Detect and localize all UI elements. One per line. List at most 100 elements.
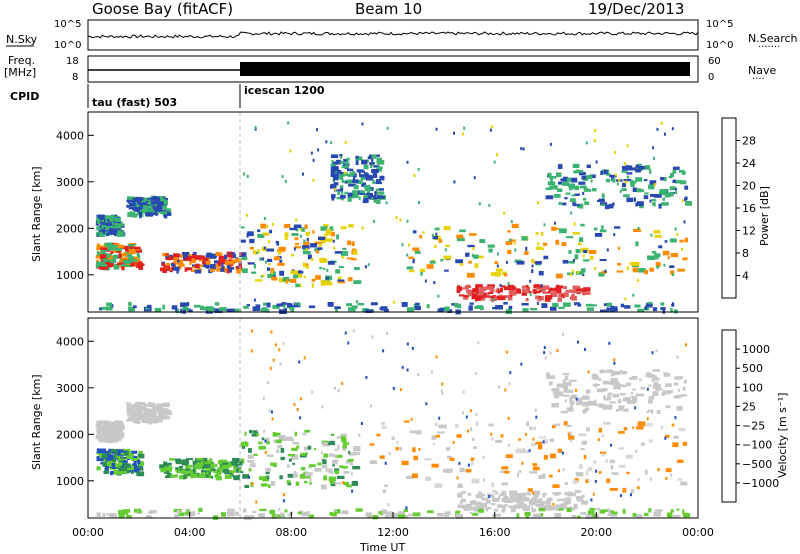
- heatmap-cell: [525, 246, 528, 251]
- heatmap-cell: [273, 439, 276, 443]
- heatmap-cell: [176, 308, 180, 314]
- heatmap-cell: [593, 227, 598, 231]
- velocity-colorbar: Velocity [m s⁻¹] 100050010025−25−100−500…: [721, 329, 789, 503]
- heatmap-cell: [554, 221, 556, 225]
- heatmap-cell: [334, 306, 341, 309]
- heatmap-cell: [544, 507, 553, 511]
- heatmap-cell: [557, 498, 565, 502]
- heatmap-cell: [488, 291, 494, 294]
- heatmap-cell: [148, 402, 156, 408]
- heatmap-cell: [611, 307, 618, 312]
- heatmap-cell: [159, 464, 165, 469]
- heatmap-cell: [330, 164, 336, 167]
- noise-series: [87, 31, 699, 39]
- heatmap-cell: [140, 203, 143, 206]
- heatmap-cell: [670, 173, 674, 178]
- heatmap-cell: [537, 500, 543, 504]
- heatmap-cell: [329, 440, 335, 445]
- heatmap-cell: [669, 238, 677, 243]
- heatmap-cell: [538, 444, 543, 450]
- heatmap-cell: [606, 173, 611, 176]
- heatmap-cell: [140, 204, 143, 210]
- heatmap-cell: [100, 217, 103, 221]
- heatmap-cell: [291, 233, 299, 236]
- heatmap-cell: [272, 432, 281, 437]
- heatmap-cell: [575, 397, 578, 401]
- heatmap-cell: [163, 264, 166, 269]
- heatmap-cell: [479, 239, 486, 244]
- heatmap-cell: [178, 512, 185, 517]
- heatmap-cell: [503, 493, 507, 496]
- heatmap-cell: [599, 259, 607, 262]
- heatmap-cell: [412, 230, 417, 234]
- heatmap-cell: [653, 183, 656, 186]
- heatmap-cell: [605, 459, 608, 463]
- heatmap-cell: [325, 229, 332, 234]
- heatmap-cell: [262, 479, 269, 482]
- heatmap-cell: [340, 194, 346, 199]
- heatmap-cell: [620, 405, 625, 410]
- heatmap-cell: [535, 232, 539, 235]
- heatmap-cell: [466, 272, 475, 278]
- heatmap-cell: [518, 438, 522, 441]
- heatmap-cell: [131, 409, 138, 413]
- heatmap-cell: [287, 453, 295, 457]
- heatmap-cell: [535, 441, 543, 445]
- heatmap-cell: [122, 470, 127, 473]
- heatmap-cell: [624, 297, 627, 301]
- heatmap-cell: [229, 470, 234, 473]
- heatmap-cell: [361, 122, 364, 126]
- heatmap-cell: [577, 303, 582, 307]
- heatmap-cell: [497, 289, 501, 294]
- heatmap-cell: [459, 229, 466, 233]
- heatmap-cell: [162, 464, 169, 468]
- heatmap-cell: [333, 176, 339, 181]
- heatmap-cell: [96, 245, 104, 250]
- heatmap-cell: [540, 296, 544, 301]
- heatmap-cell: [291, 447, 298, 451]
- heatmap-cell: [647, 374, 655, 378]
- heatmap-cell: [658, 245, 663, 249]
- heatmap-cell: [136, 410, 143, 416]
- heatmap-cell: [592, 383, 600, 386]
- heatmap-cell: [576, 401, 583, 405]
- heatmap-cell: [652, 146, 655, 150]
- heatmap-cell: [527, 488, 533, 492]
- heatmap-cell: [634, 406, 637, 410]
- heatmap-cell: [651, 202, 654, 206]
- heatmap-cell: [283, 224, 291, 228]
- heatmap-cell: [156, 211, 165, 214]
- heatmap-cell: [365, 188, 373, 191]
- heatmap-cell: [529, 279, 532, 283]
- heatmap-cell: [340, 433, 347, 436]
- heatmap-cell: [287, 482, 292, 486]
- xtick-label: 04:00: [174, 526, 206, 539]
- heatmap-cell: [574, 490, 582, 493]
- heatmap-cell: [245, 213, 248, 217]
- heatmap-cell: [411, 473, 418, 479]
- heatmap-cell: [408, 256, 414, 259]
- heatmap-cell: [249, 463, 256, 468]
- heatmap-cell: [639, 378, 642, 382]
- frequency-panel: Freq. [MHz] 18 8 60 0 Nave ····: [4, 54, 776, 85]
- heatmap-cell: [607, 512, 612, 516]
- heatmap-cell: [610, 510, 614, 515]
- heatmap-cell: [431, 435, 437, 440]
- heatmap-cell: [145, 212, 148, 216]
- heatmap-cell: [152, 196, 160, 201]
- heatmap-cell: [522, 448, 525, 452]
- heatmap-cell: [558, 181, 563, 185]
- heatmap-cell: [355, 155, 359, 159]
- heatmap-cell: [175, 467, 179, 470]
- heatmap-cell: [334, 509, 338, 512]
- heatmap-cell: [507, 249, 512, 254]
- heatmap-cell: [341, 256, 345, 259]
- heatmap-cell: [97, 215, 105, 219]
- heatmap-cell: [585, 175, 593, 179]
- heatmap-cell: [102, 258, 106, 261]
- heatmap-cell: [134, 246, 141, 250]
- heatmap-cell: [147, 212, 153, 217]
- heatmap-cell: [112, 463, 120, 468]
- power-heatmap: [95, 121, 692, 315]
- heatmap-cell: [406, 219, 409, 223]
